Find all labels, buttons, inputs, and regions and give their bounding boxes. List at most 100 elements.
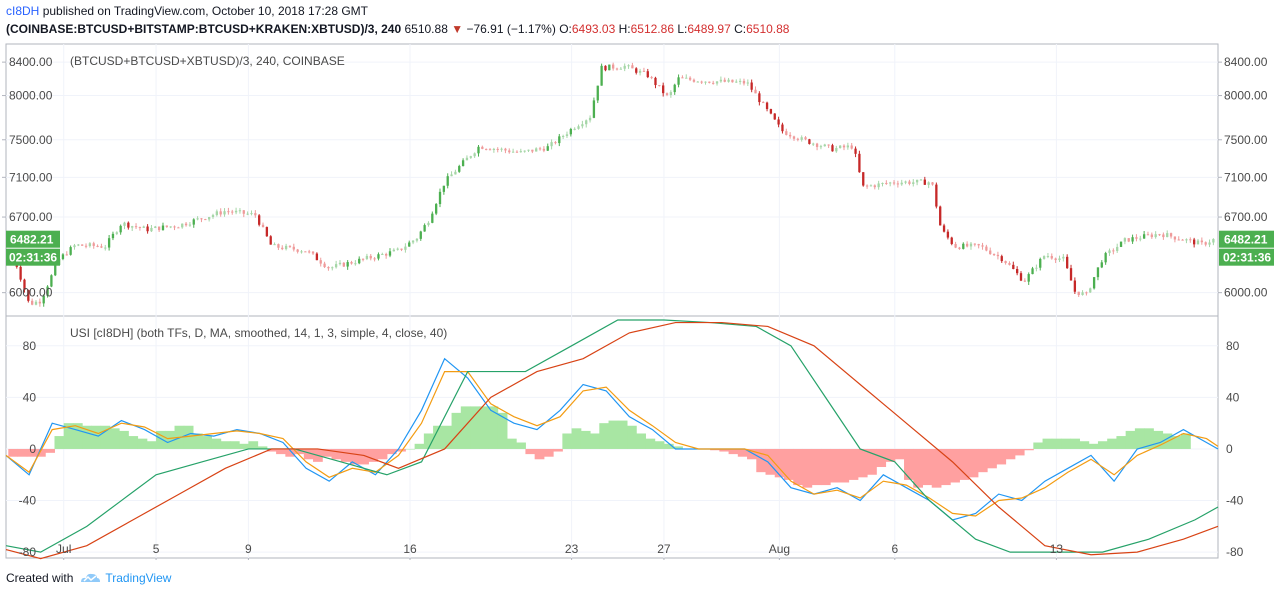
candle-body xyxy=(1035,267,1038,269)
candle-body xyxy=(869,185,873,187)
candle-body xyxy=(881,182,884,184)
candle-body xyxy=(204,219,207,221)
candle-body xyxy=(912,182,915,184)
price-badge-right: 6482.21 xyxy=(1224,233,1268,247)
histogram-bar xyxy=(636,433,646,449)
candle-body xyxy=(1066,256,1069,269)
time-tick-label: Aug xyxy=(769,542,790,556)
candle-body xyxy=(631,65,634,69)
usi-lines xyxy=(5,319,1219,560)
candle-body xyxy=(635,68,638,73)
candle-body xyxy=(1154,234,1157,238)
candle-body xyxy=(1046,256,1050,258)
chart-frame xyxy=(5,43,1219,559)
candle-body xyxy=(246,213,249,215)
candle-body xyxy=(1135,237,1138,239)
candle-body xyxy=(1158,234,1161,236)
usi-line-orange_slow xyxy=(5,371,1219,517)
candle-body xyxy=(388,251,392,256)
tradingview-link[interactable]: TradingView xyxy=(79,571,171,585)
histogram-bar xyxy=(599,423,610,449)
candle-body xyxy=(792,136,796,139)
histogram-bar xyxy=(940,448,951,486)
time-tick-label: Jul xyxy=(56,542,71,556)
candle-body xyxy=(904,181,907,183)
histogram-bar xyxy=(322,448,333,457)
candle-body xyxy=(854,148,857,154)
histogram-bar xyxy=(1171,436,1182,449)
candle-body xyxy=(19,266,22,280)
candle-body xyxy=(27,289,30,301)
histogram-bar xyxy=(377,448,388,460)
candle-body xyxy=(646,71,649,78)
candle-body xyxy=(1112,250,1115,252)
candle-body xyxy=(677,77,680,85)
histogram-bar xyxy=(673,446,683,449)
histogram-bar xyxy=(793,448,803,486)
candle-body xyxy=(623,65,626,69)
candle-body xyxy=(261,224,265,228)
indicator-tick-label-right: 40 xyxy=(1226,390,1240,404)
candle-body xyxy=(327,267,330,269)
candle-body xyxy=(23,279,26,290)
histogram-bar xyxy=(1116,436,1127,449)
histogram-bar xyxy=(553,448,563,452)
candle-body xyxy=(200,218,203,220)
histogram-bar xyxy=(183,425,194,449)
candle-body xyxy=(769,109,773,114)
candle-body xyxy=(719,79,723,82)
candle-body xyxy=(773,113,776,120)
candle-body xyxy=(700,81,703,83)
candle-body xyxy=(315,253,319,261)
histogram-bar xyxy=(1088,443,1099,449)
candle-body xyxy=(712,82,715,84)
candle-body xyxy=(511,151,515,153)
candle-body xyxy=(123,222,126,226)
candle-body xyxy=(157,226,161,231)
candle-body xyxy=(273,244,276,246)
candle-body xyxy=(781,124,784,132)
histogram-bar xyxy=(1134,428,1145,449)
candle-body xyxy=(1062,256,1065,259)
histogram-bar xyxy=(617,420,628,449)
indicator-tick-label-left: -40 xyxy=(19,494,37,508)
usi-line-green_step xyxy=(5,319,1219,553)
histogram-bar xyxy=(728,448,739,455)
histogram-bar xyxy=(202,436,212,449)
candle-body xyxy=(438,191,442,205)
histogram-bar xyxy=(534,448,545,460)
candle-body xyxy=(908,181,911,184)
candle-body xyxy=(1204,242,1207,245)
histogram-bar xyxy=(220,441,231,449)
time-tick-label: 13 xyxy=(1050,542,1064,556)
candle-body xyxy=(377,254,380,259)
author-link[interactable]: cI8DH xyxy=(6,4,40,18)
symbol-info-bar: (COINBASE:BTCUSD+BITSTAMP:BTCUSD+KRAKEN:… xyxy=(6,22,789,36)
candle-body xyxy=(365,255,369,259)
histogram-bar xyxy=(433,425,443,449)
chart-area[interactable]: 8400.00 8400.00 8000.00 8000.00 7500.00 7500.… xyxy=(0,38,1280,560)
candle-body xyxy=(1139,238,1142,240)
candle-body xyxy=(1039,258,1042,268)
candle-body xyxy=(746,82,749,84)
candle-body xyxy=(619,68,623,70)
candle-body xyxy=(477,146,480,154)
candle-body xyxy=(258,215,261,225)
histogram-bar xyxy=(783,448,794,480)
candle-body xyxy=(812,143,815,145)
histogram-bar xyxy=(996,448,1007,465)
indicator-tick-label-right: -40 xyxy=(1226,494,1244,508)
histogram-bar xyxy=(470,406,480,449)
histogram-bar xyxy=(137,438,148,449)
candle-body xyxy=(1131,237,1134,242)
histogram-bar xyxy=(1051,438,1062,449)
candle-body xyxy=(134,226,138,228)
histogram-bar xyxy=(294,448,305,455)
candle-body xyxy=(323,263,326,268)
countdown-badge-left: 02:31:36 xyxy=(9,251,57,265)
candle-body xyxy=(873,185,876,188)
candle-body xyxy=(296,249,299,252)
candle-body xyxy=(88,243,92,247)
histogram-bar xyxy=(1153,430,1164,449)
candle-body xyxy=(804,137,807,140)
